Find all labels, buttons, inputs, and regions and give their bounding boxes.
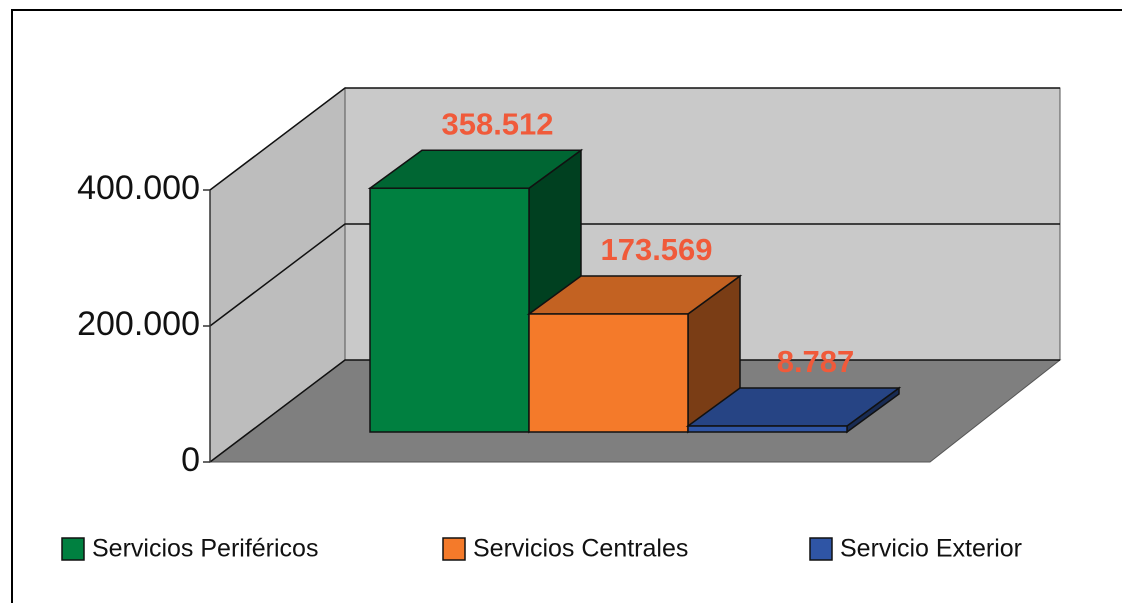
legend-label: Servicios Periféricos bbox=[92, 535, 318, 563]
value-label: 358.512 bbox=[441, 106, 553, 141]
value-label: 8.787 bbox=[777, 344, 855, 379]
value-label: 173.569 bbox=[600, 232, 712, 267]
bar bbox=[528, 313, 689, 433]
legend-label: Servicios Centrales bbox=[473, 535, 688, 563]
legend-swatch bbox=[61, 537, 85, 561]
grid-line bbox=[209, 223, 1060, 327]
y-tick-label: 400.000 bbox=[77, 169, 200, 207]
legend-swatch bbox=[809, 537, 833, 561]
frame bbox=[11, 9, 1122, 603]
y-tick-label: 200.000 bbox=[77, 305, 200, 343]
legend-swatch bbox=[442, 537, 466, 561]
grid-line bbox=[209, 87, 1060, 191]
bar bbox=[369, 187, 530, 433]
grid-line bbox=[209, 359, 1060, 463]
legend-label: Servicio Exterior bbox=[840, 535, 1022, 563]
bar bbox=[687, 425, 848, 433]
y-tick-label: 0 bbox=[181, 441, 200, 479]
